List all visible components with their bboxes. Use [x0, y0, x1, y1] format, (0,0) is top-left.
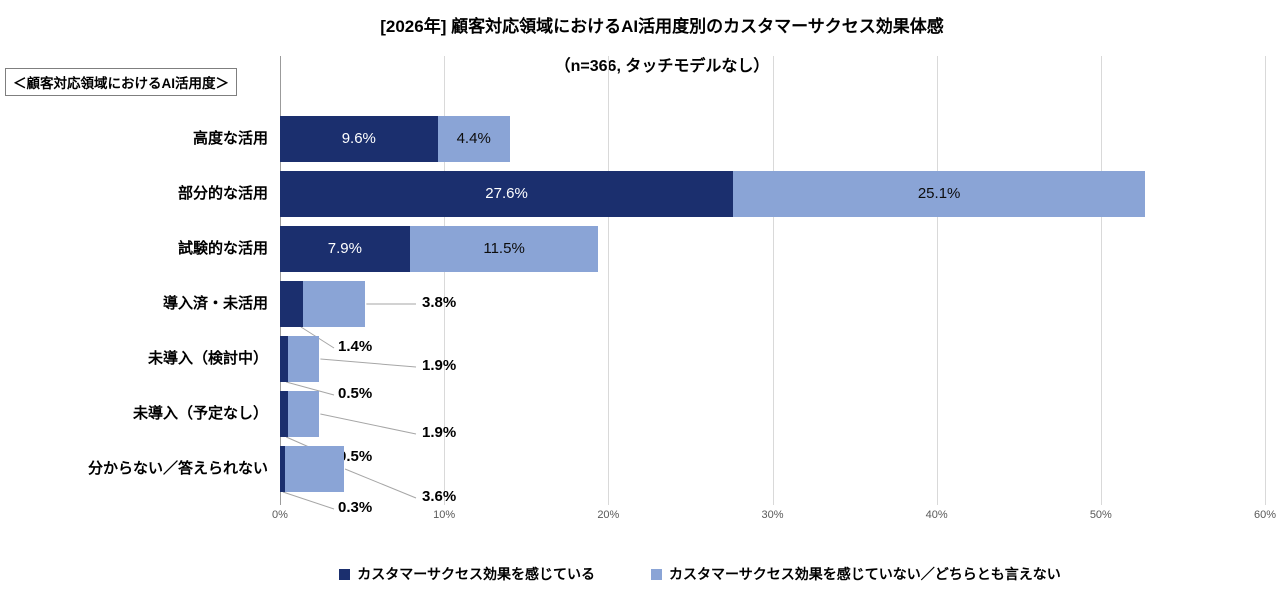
gridline — [772, 56, 774, 505]
legend-swatch — [339, 568, 351, 580]
data-label-felt: 1.4% — [338, 338, 373, 355]
leader-line — [344, 468, 417, 499]
category-label: 未導入（予定なし） — [132, 405, 268, 422]
chart-subtitle: （n=366, タッチモデルなし） — [554, 58, 770, 75]
gridline — [444, 56, 446, 505]
bar-segment-not-felt — [409, 226, 599, 272]
axis-group-label: ＜顧客対応領域におけるAI活用度＞ — [5, 68, 237, 96]
chart-title: [2026年] 顧客対応領域におけるAI活用度別のカスタマーサクセス効果体感 — [380, 17, 944, 36]
leader-line — [286, 381, 335, 396]
leader-line — [320, 413, 417, 435]
y-axis-line — [280, 56, 281, 505]
bar-segment-not-felt — [437, 116, 510, 162]
bar-segment-not-felt — [288, 391, 320, 437]
x-tick-label: 0% — [272, 509, 288, 521]
legend-item: カスタマーサクセス効果を感じている — [339, 564, 595, 584]
bar-segment-felt — [280, 446, 285, 492]
category-label: 高度な活用 — [192, 130, 268, 147]
leader-line — [282, 491, 335, 510]
bar-segment-felt — [280, 116, 438, 162]
gridline — [1100, 56, 1102, 505]
category-label: 未導入（検討中） — [147, 350, 268, 367]
category-label: 部分的な活用 — [177, 185, 268, 202]
gridline — [608, 56, 610, 505]
legend: カスタマーサクセス効果を感じている カスタマーサクセス効果を感じていない／どちらと… — [0, 564, 1280, 584]
bar-segment-felt — [280, 281, 303, 327]
x-tick-label: 60% — [1253, 509, 1277, 521]
bar-segment-felt — [280, 391, 289, 437]
bar-segment-felt — [280, 336, 289, 382]
data-label-not-felt: 3.8% — [422, 294, 457, 311]
category-label: 分からない／答えられない — [87, 460, 268, 477]
category-label: 試験的な活用 — [177, 240, 268, 257]
x-tick-label: 50% — [1089, 509, 1112, 521]
legend-label: カスタマーサクセス効果を感じている — [357, 566, 595, 582]
data-label-not-felt: 4.4% — [456, 130, 491, 147]
leader-line — [320, 358, 417, 368]
data-label-not-felt: 1.9% — [422, 357, 457, 374]
bar-segment-felt — [280, 171, 734, 217]
data-label-felt: 0.5% — [338, 448, 373, 465]
data-label-felt: 0.5% — [338, 385, 373, 402]
data-label-felt: 9.6% — [341, 130, 376, 147]
legend-label: カスタマーサクセス効果を感じていない／どちらとも言えない — [669, 566, 1061, 582]
gridline — [1265, 56, 1266, 505]
x-tick-label: 20% — [597, 509, 620, 521]
x-tick-label: 10% — [433, 509, 456, 521]
bar-segment-not-felt — [284, 446, 345, 492]
data-label-not-felt: 25.1% — [917, 185, 961, 202]
bar-segment-not-felt — [733, 171, 1146, 217]
legend-item: カスタマーサクセス効果を感じていない／どちらとも言えない — [651, 564, 1061, 584]
data-label-not-felt: 11.5% — [483, 240, 525, 257]
data-label-felt: 0.3% — [338, 499, 373, 516]
x-tick-label: 30% — [761, 509, 784, 521]
legend-swatch — [651, 568, 662, 580]
bar-segment-felt — [280, 226, 410, 272]
bar-segment-not-felt — [302, 281, 366, 327]
data-label-not-felt: 1.9% — [422, 424, 457, 441]
data-label-felt: 27.6% — [485, 185, 528, 202]
gridline — [936, 56, 938, 505]
bar-segment-not-felt — [288, 336, 320, 382]
data-label-felt: 7.9% — [327, 240, 362, 257]
x-tick-label: 40% — [925, 509, 948, 521]
data-label-not-felt: 3.6% — [422, 488, 457, 505]
category-label: 導入済・未活用 — [162, 295, 268, 312]
